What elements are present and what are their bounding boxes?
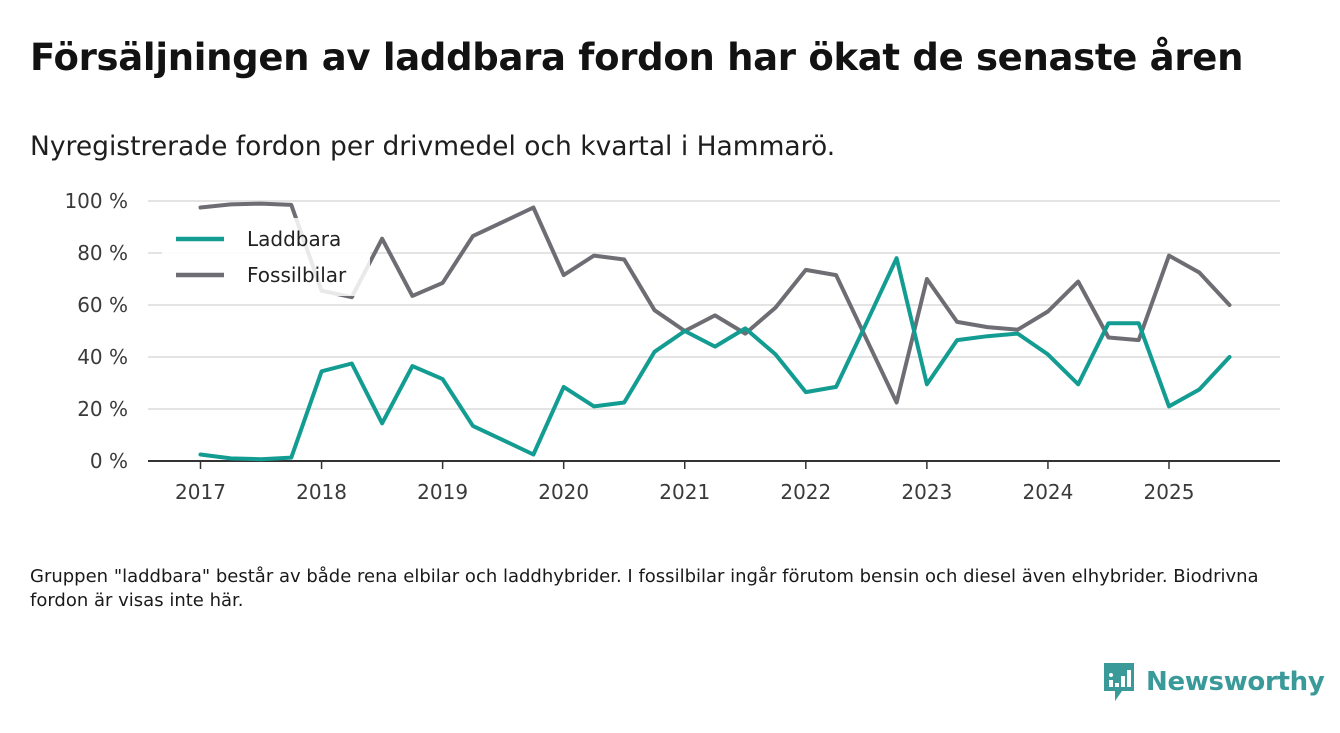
chart-subtitle: Nyregistrerade fordon per drivmedel och …: [30, 131, 836, 162]
brand-logo: Newsworthy: [1102, 660, 1325, 704]
series-line-fossilbilar: [198, 201, 1232, 405]
y-tick-label: 40 %: [77, 345, 128, 369]
chart-footnote: Gruppen "laddbara" består av både rena e…: [30, 566, 1259, 611]
x-tick-label: 2025: [1144, 480, 1195, 504]
legend-label-fossilbilar: Fossilbilar: [247, 263, 347, 287]
x-tick-label: 2023: [901, 480, 952, 504]
x-tick-label: 2017: [175, 480, 226, 504]
y-tick-label: 100 %: [64, 189, 128, 213]
x-tick-label: 2022: [780, 480, 831, 504]
legend-label-laddbara: Laddbara: [247, 227, 341, 251]
y-tick-label: 20 %: [77, 397, 128, 421]
x-tick-label: 2020: [538, 480, 589, 504]
x-tick-label: 2021: [659, 480, 710, 504]
series-line-laddbara: [198, 256, 1232, 462]
brand-name: Newsworthy: [1146, 667, 1325, 697]
x-tick-label: 2018: [296, 480, 347, 504]
chart-title: Försäljningen av laddbara fordon har öka…: [30, 36, 1244, 79]
y-tick-label: 0 %: [90, 449, 128, 473]
y-tick-label: 60 %: [77, 293, 128, 317]
y-tick-label: 80 %: [77, 241, 128, 265]
x-tick-label: 2024: [1022, 480, 1073, 504]
newsworthy-logo-icon: [1104, 663, 1134, 701]
legend-background: [162, 218, 370, 296]
x-tick-label: 2019: [417, 480, 468, 504]
line-chart: 0 % 20 % 40 % 60 % 80 % 100 % 2017 2018 2019 2020…: [64, 189, 1280, 504]
